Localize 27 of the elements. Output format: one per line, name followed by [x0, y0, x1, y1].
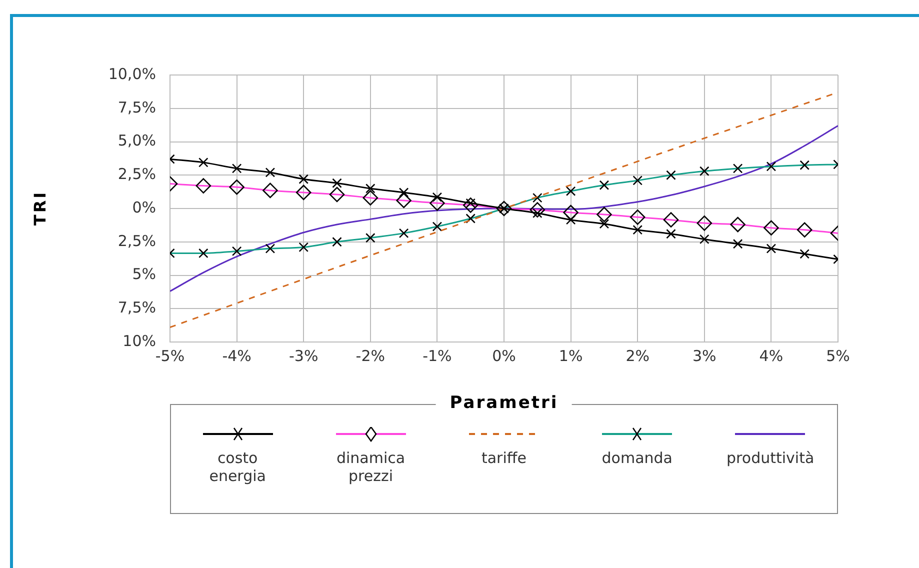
x-tick-label: 5% [826, 346, 850, 365]
y-tick-label: 10,0% [108, 64, 156, 83]
x-tick-label: 3% [692, 346, 716, 365]
y-tick-label: 2,5% [118, 232, 156, 250]
x-tick-label: 4% [759, 346, 784, 365]
y-tick-label: 7,5% [118, 298, 156, 317]
legend-title: Parametri [436, 393, 572, 413]
y-tick-label: 7,5% [118, 98, 156, 116]
legend-label: tariffe [480, 449, 528, 467]
y-tick-label: 2,5% [118, 165, 156, 184]
x-tick-label: 1% [558, 346, 583, 365]
x-tick-label: -2% [356, 346, 386, 365]
y-axis-title: TRI [30, 190, 50, 226]
x-tick-label: -1% [422, 346, 452, 365]
x-tick-label: 2% [626, 346, 650, 365]
y-tick-label: 0% [132, 198, 156, 216]
x-tick-label: -5% [155, 346, 185, 365]
y-tick-label: 5,0% [118, 132, 156, 150]
x-tick-label: 0% [492, 346, 516, 365]
legend-label: dinamica prezzi [335, 449, 406, 485]
legend-label: produttività [726, 449, 816, 467]
y-tick-label: 10% [122, 332, 156, 350]
x-tick-label: -3% [288, 346, 318, 365]
x-tick-label: -4% [222, 346, 252, 365]
legend-label: costo energia [208, 449, 267, 485]
y-tick-label: 5% [132, 265, 156, 284]
legend-label: domanda [600, 449, 674, 467]
